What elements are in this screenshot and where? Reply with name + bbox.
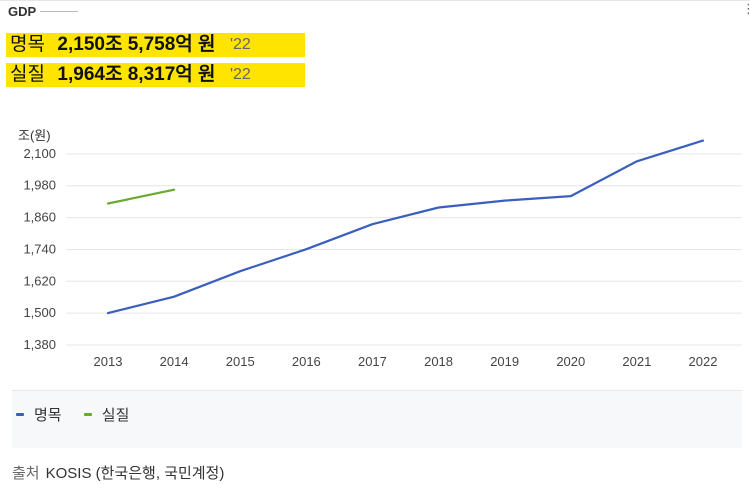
source-label: 출처 xyxy=(12,465,40,482)
source-note: 출처 KOSIS (한국은행, 국민계정) xyxy=(12,462,224,483)
y-tick-label: 2,100 xyxy=(23,146,56,161)
card-title: GDP xyxy=(8,4,37,19)
stat-label: 실질 xyxy=(10,64,45,85)
grid xyxy=(66,153,742,346)
y-tick-label: 1,620 xyxy=(23,273,56,288)
x-tick-label: 2018 xyxy=(424,354,453,369)
stat-value: 2,150조 5,758억 원 xyxy=(57,34,216,55)
series-lines xyxy=(106,139,705,315)
nominal-gdp-stat: 명목 2,150조 5,758억 원 '22 xyxy=(6,33,305,57)
legend-swatch xyxy=(16,412,24,416)
vertical-dots-icon[interactable]: ⋮ xyxy=(742,1,750,16)
title-rule xyxy=(40,11,78,12)
x-tick-label: 2022 xyxy=(689,354,718,369)
x-tick-label: 2020 xyxy=(556,354,585,369)
series-line-nominal xyxy=(106,139,705,315)
chart-panel xyxy=(12,102,742,390)
legend-item-nominal[interactable]: 명목 xyxy=(16,404,62,425)
x-tick-label: 2019 xyxy=(490,354,519,369)
real-gdp-stat: 실질 1,964조 8,317억 원 '22 xyxy=(6,63,305,87)
legend-item-real[interactable]: 실질 xyxy=(83,404,130,425)
legend-label: 실질 xyxy=(101,407,130,424)
stat-year: '22 xyxy=(229,36,251,53)
y-axis-label: 조(원) xyxy=(18,128,51,143)
x-tick-label: 2014 xyxy=(160,354,189,369)
y-ticks: 1,380 1,500 1,620 1,740 1,860 1,980 2,100 xyxy=(23,146,56,352)
series-line-real xyxy=(106,188,176,205)
y-tick-label: 1,500 xyxy=(23,305,56,320)
y-tick-label: 1,980 xyxy=(23,178,56,193)
stat-year: '22 xyxy=(229,66,251,83)
legend: 명목 실질 xyxy=(16,404,147,425)
x-ticks: 2013 2014 2015 2016 2017 2018 2019 2020 2021 2022 xyxy=(94,354,718,369)
legend-swatch xyxy=(83,412,92,416)
x-tick-label: 2013 xyxy=(94,354,123,369)
y-tick-label: 1,860 xyxy=(23,210,56,225)
x-tick-label: 2017 xyxy=(358,354,387,369)
legend-label: 명목 xyxy=(34,407,62,424)
x-tick-label: 2021 xyxy=(622,354,651,369)
legend-divider xyxy=(12,390,742,391)
x-tick-label: 2015 xyxy=(226,354,255,369)
top-border xyxy=(0,0,750,1)
y-tick-label: 1,740 xyxy=(23,241,56,256)
stat-value: 1,964조 8,317억 원 xyxy=(57,64,216,85)
stat-label: 명목 xyxy=(10,34,45,55)
source-text: KOSIS (한국은행, 국민계정) xyxy=(45,465,225,482)
y-tick-label: 1,380 xyxy=(23,337,56,352)
x-tick-label: 2016 xyxy=(292,354,321,369)
